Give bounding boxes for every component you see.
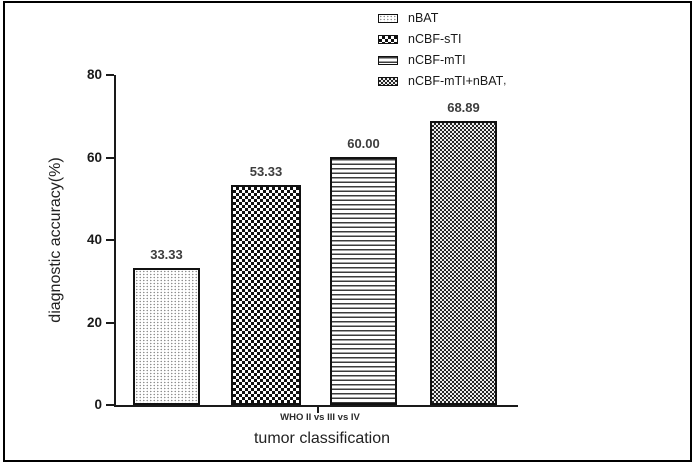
x-axis-line: [114, 405, 518, 407]
legend-row-nCBF-mTI: nCBF-mTI: [378, 52, 506, 68]
y-tick-mark: [106, 239, 114, 241]
y-tick-label: 60: [86, 149, 102, 165]
legend-label: nCBF-mTI: [408, 53, 466, 67]
y-tick-mark: [106, 404, 114, 406]
legend-row-nCBF-sTI: nCBF-sTI: [378, 31, 506, 47]
legend-swatch-icon: [378, 13, 398, 23]
y-tick-label: 40: [86, 232, 102, 247]
y-tick-mark: [106, 321, 114, 324]
y-axis-title: diagnostic accuracy(%): [47, 157, 64, 323]
legend-swatch-icon: [378, 34, 398, 44]
legend-swatch-icon: [378, 55, 398, 65]
legend-label: nBAT: [408, 11, 439, 25]
bar-nBAT: [133, 268, 200, 405]
y-tick-label: 0: [94, 397, 102, 412]
y-tick-mark: [106, 74, 114, 76]
x-axis-tick: [317, 406, 319, 413]
y-tick-mark: [106, 156, 114, 159]
legend-row-nCBF-mTI+nBAT: nCBF-mTI+nBAT ,: [378, 73, 506, 89]
bar-nCBF-mTI+nBAT: [430, 121, 497, 405]
bar-nCBF-mTI: [330, 157, 397, 405]
y-tick-label: 20: [86, 314, 102, 330]
legend-label: nCBF-mTI+nBAT: [408, 74, 504, 88]
bar-value-label: 33.33: [150, 247, 183, 262]
legend-label-suffix: ,: [503, 75, 507, 87]
bar-value-label: 60.00: [347, 136, 380, 151]
legend-label: nCBF-sTI: [408, 32, 462, 46]
bar-nCBF-sTI: [231, 185, 301, 405]
y-tick-label: 80: [86, 67, 102, 82]
x-axis-title: tumor classification: [253, 430, 391, 447]
legend-row-nBAT: nBAT: [378, 10, 506, 26]
legend-swatch-icon: [378, 76, 398, 86]
legend: nBAT nCBF-sTI nCBF-mTI nCBF-mTI+nBAT ,: [378, 10, 506, 89]
y-axis-line: [114, 75, 116, 406]
bar-value-label: 68.89: [447, 100, 480, 115]
x-tick-label: WHO II vs III vs IV: [280, 412, 360, 423]
bar-value-label: 53.33: [249, 164, 283, 179]
